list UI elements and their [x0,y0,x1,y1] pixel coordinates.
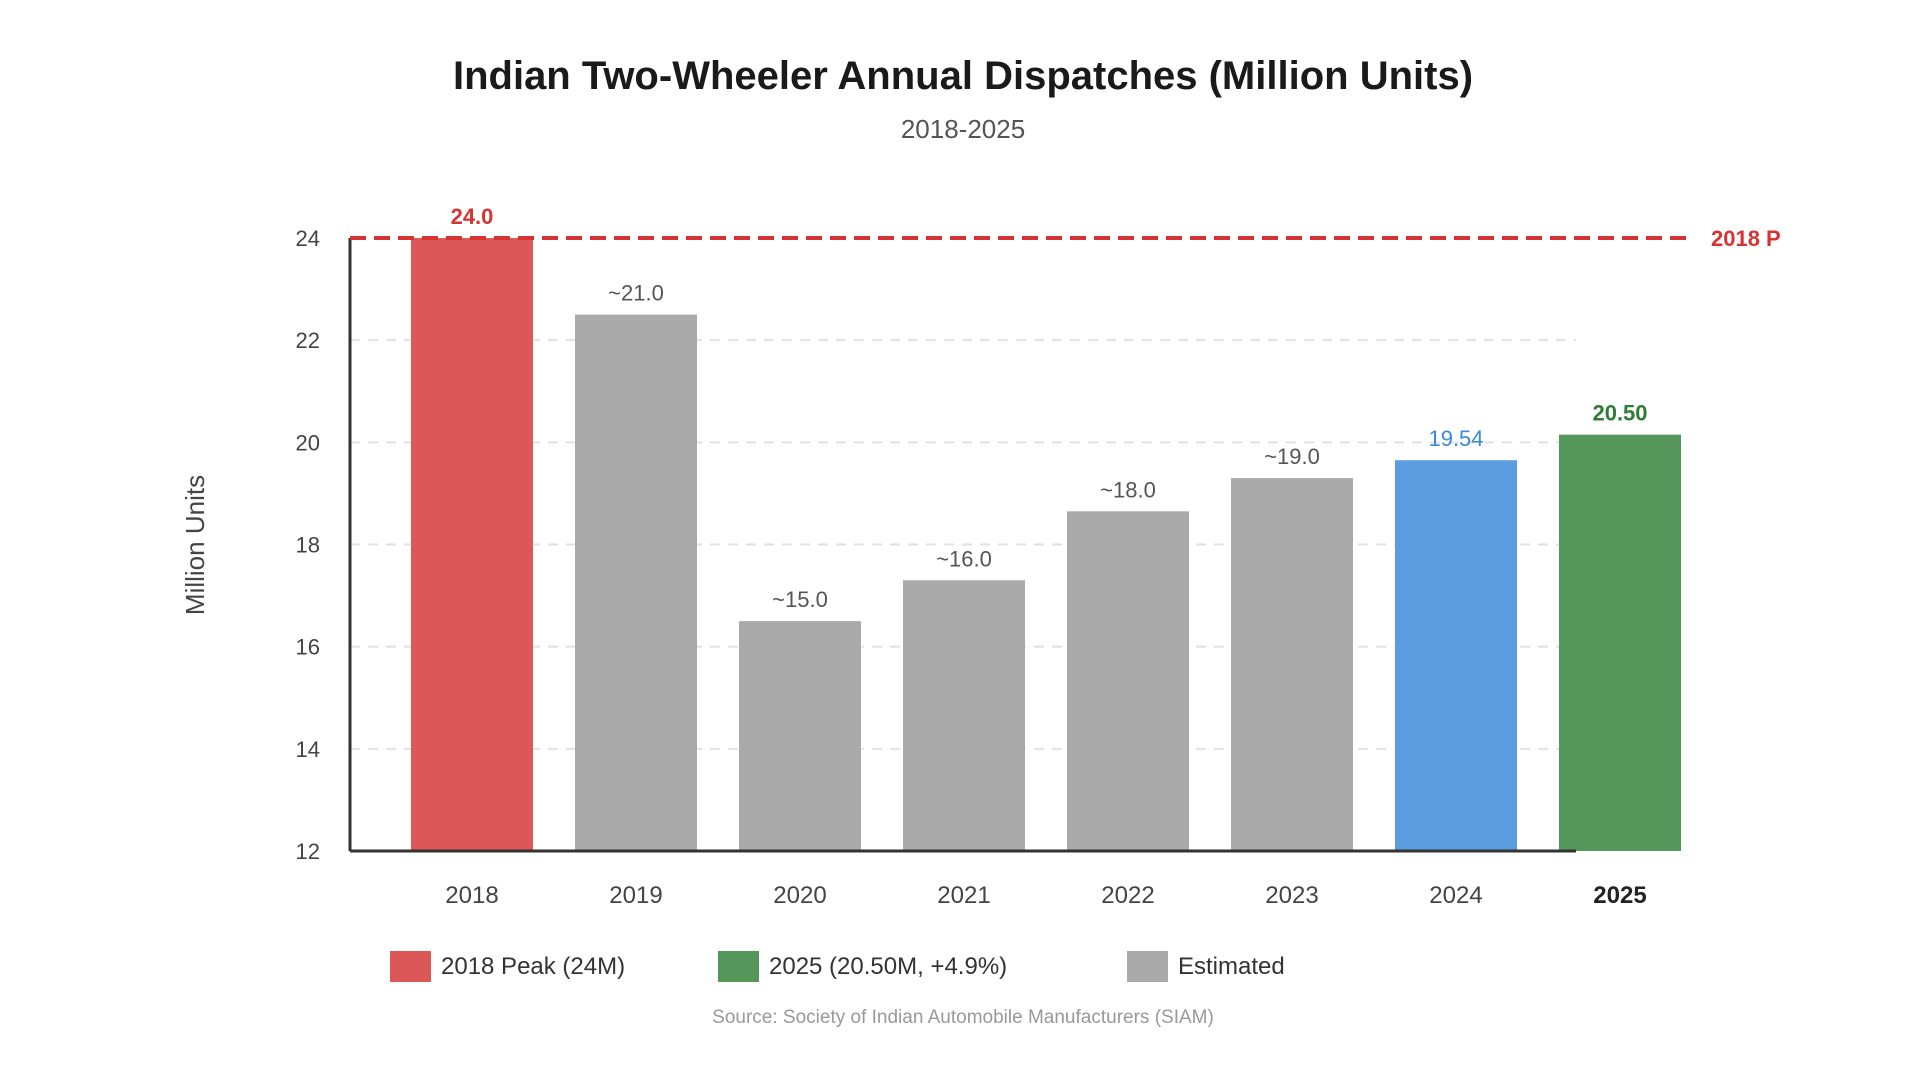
x-tick-label-2021: 2021 [937,882,990,909]
y-axis-label: Million Units [180,475,210,615]
peak-reference-label: 2018 P [1711,226,1781,251]
data-label-2019: ~21.0 [608,281,664,306]
bar-2024 [1395,460,1517,851]
data-label-2025: 20.50 [1592,401,1647,426]
y-tick-label: 12 [296,839,320,864]
legend-item-estimated: Estimated [1127,951,1285,982]
x-tick-label-2024: 2024 [1429,882,1482,909]
y-tick-label: 24 [296,226,320,251]
data-label-2020: ~15.0 [772,587,828,612]
x-tick-label-2022: 2022 [1101,882,1154,909]
legend: 2018 Peak (24M) 2025 (20.50M, +4.9%) Est… [0,951,1920,985]
legend-item-2025: 2025 (20.50M, +4.9%) [718,951,1007,982]
chart-title: Indian Two-Wheeler Annual Dispatches (Mi… [452,54,1474,98]
source-note: Source: Society of Indian Automobile Man… [712,1007,1214,1028]
legend-label-peak: 2018 Peak (24M) [441,952,626,980]
y-tick-label: 14 [296,737,320,762]
legend-item-peak: 2018 Peak (24M) [390,951,625,982]
data-label-2021: ~16.0 [936,546,992,571]
y-tick-label: 18 [296,533,320,558]
data-label-2022: ~18.0 [1100,477,1156,502]
bar-2018 [411,238,533,851]
y-tick-label: 20 [296,430,320,455]
bar-2023 [1231,478,1353,851]
bar-2022 [1067,511,1189,851]
data-label-2024: 19.54 [1428,426,1483,451]
x-tick-label-2018: 2018 [445,882,498,909]
x-tick-label-2020: 2020 [773,882,826,909]
legend-swatch-2025 [718,951,759,982]
bar-2019 [575,314,697,851]
legend-label-estimated: Estimated [1178,952,1285,980]
data-label-2018: 24.0 [451,204,494,229]
chart-subtitle: 2018-2025 [900,114,1026,144]
legend-label-2025: 2025 (20.50M, +4.9%) [769,952,1008,980]
y-tick-label: 16 [296,635,320,660]
bar-2021 [903,580,1025,851]
x-tick-label-2019: 2019 [609,882,662,909]
data-label-2023: ~19.0 [1264,444,1320,469]
bar-2025 [1559,434,1681,851]
x-tick-label-2023: 2023 [1265,882,1318,909]
legend-swatch-estimated [1127,951,1168,982]
x-tick-label-2025: 2025 [1593,882,1646,909]
bar-2020 [739,621,861,851]
y-tick-label: 22 [296,328,320,353]
legend-swatch-peak [390,951,431,982]
